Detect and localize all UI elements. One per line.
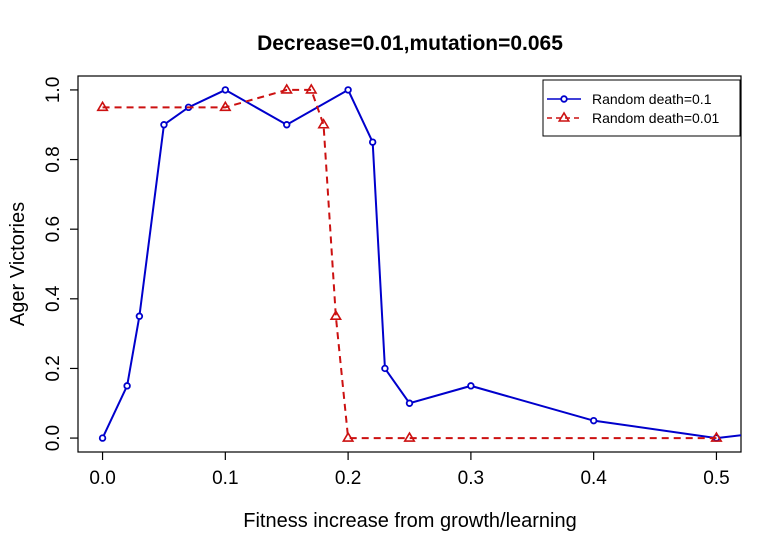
series-line xyxy=(101,88,741,440)
x-tick-label: 0.5 xyxy=(703,468,729,489)
x-axis-label: Fitness increase from growth/learning xyxy=(243,510,576,532)
data-point xyxy=(283,121,291,129)
x-tick-label: 0.2 xyxy=(335,468,361,489)
data-point xyxy=(317,118,330,129)
data-point xyxy=(123,382,131,390)
data-point xyxy=(710,431,723,442)
series-2 xyxy=(96,83,723,442)
data-point xyxy=(589,416,598,425)
legend-label: Random death=0.1 xyxy=(592,91,712,107)
data-point xyxy=(467,382,475,390)
y-tick-label: 0.0 xyxy=(43,425,64,451)
data-point xyxy=(560,95,568,103)
data-point xyxy=(96,100,109,112)
data-point xyxy=(405,399,414,407)
data-point xyxy=(280,83,293,94)
x-tick-label: 0.1 xyxy=(212,468,238,489)
legend-label: Random death=0.01 xyxy=(592,110,719,126)
x-tick-label: 0.0 xyxy=(89,468,115,489)
data-point xyxy=(219,100,232,112)
legend-box xyxy=(542,79,741,137)
data-point xyxy=(329,309,342,321)
chart-title: Decrease=0.01,mutation=0.065 xyxy=(257,32,563,55)
data-point xyxy=(344,86,352,94)
x-tick-label: 0.4 xyxy=(580,468,607,489)
x-axis: 0.0 0.1 0.2 0.3 0.4 0.5 xyxy=(89,452,730,489)
x-tick-label: 0.3 xyxy=(458,468,484,489)
data-point xyxy=(557,111,571,122)
y-tick-label: 0.8 xyxy=(43,146,64,172)
data-point xyxy=(160,121,168,129)
y-tick-label: 0.4 xyxy=(43,285,64,312)
y-axis: 0.0 0.2 0.4 0.6 0.8 1.0 xyxy=(43,77,78,451)
y-tick-label: 0.6 xyxy=(43,216,64,242)
data-point xyxy=(341,431,355,442)
data-point xyxy=(98,434,107,442)
data-point xyxy=(305,83,318,94)
data-point xyxy=(381,364,389,373)
data-point xyxy=(368,138,377,146)
series-layer xyxy=(96,83,781,442)
data-point xyxy=(403,431,416,442)
y-tick-label: 1.0 xyxy=(43,77,64,103)
data-point xyxy=(135,312,144,320)
data-point xyxy=(775,428,781,434)
plot-frame xyxy=(77,75,742,453)
series-line xyxy=(102,88,717,440)
data-point xyxy=(221,86,230,94)
y-axis-label: Ager Victories xyxy=(7,202,29,326)
y-tick-label: 0.2 xyxy=(43,355,64,381)
legend: Random death=0.1 Random death=0.01 xyxy=(542,79,741,137)
series-1 xyxy=(98,86,781,442)
